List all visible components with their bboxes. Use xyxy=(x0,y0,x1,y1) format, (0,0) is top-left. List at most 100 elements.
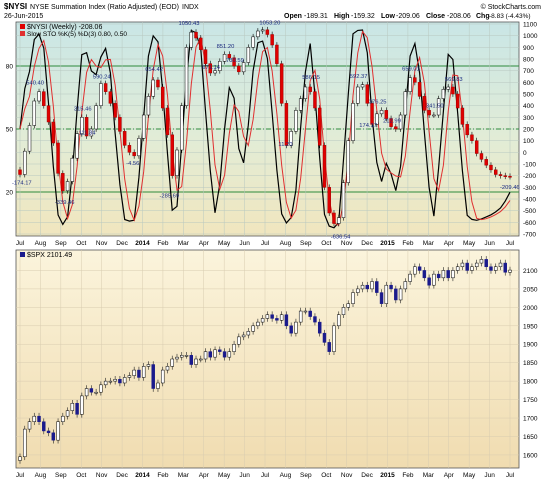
spx-candle-body xyxy=(370,281,374,290)
spx-candle-body xyxy=(132,369,136,376)
spx-candle-body xyxy=(184,355,189,357)
spx-candle-body xyxy=(460,262,465,268)
nysi-candle-body xyxy=(246,47,251,63)
top-right-tick-label: -200 xyxy=(523,173,536,180)
spx-candle-body xyxy=(465,262,469,271)
top-x-tick-label: Mar xyxy=(423,240,435,247)
close-value: -208.06 xyxy=(447,13,471,20)
nysi-candle-body xyxy=(337,217,341,224)
nysi-value-annotation: 341.50 xyxy=(426,103,444,109)
spx-candle-body xyxy=(84,388,89,397)
spx-candle-body xyxy=(327,342,331,352)
nysi-value-annotation: 11.20 xyxy=(278,142,292,148)
nysi-candle-body xyxy=(241,62,246,73)
bottom-legend-spx: $SPX 2101.49 xyxy=(27,252,72,259)
spx-candle-body xyxy=(260,318,265,323)
nysi-candle-body xyxy=(484,159,488,166)
spx-candle-body xyxy=(279,314,284,321)
top-x-tick-label: Oct xyxy=(76,240,86,247)
bottom-x-tick-label: Apr xyxy=(444,472,455,479)
nysi-candle-body xyxy=(256,30,260,38)
top-x-tick-label: Sep xyxy=(300,240,312,247)
top-x-tick-label: Nov xyxy=(341,240,353,247)
nysi-candle-body xyxy=(270,34,274,46)
bottom-x-tick-label: 2014 xyxy=(135,472,150,479)
spx-candle-body xyxy=(332,325,336,352)
nysi-value-annotation: -209.46 xyxy=(500,185,520,191)
nysi-candle-body xyxy=(408,77,412,92)
nysi-candle-body xyxy=(389,118,393,127)
nysi-candle-body xyxy=(313,91,317,109)
spx-candle-body xyxy=(484,259,488,268)
nysi-candle-body xyxy=(208,63,213,74)
nysi-candle-body xyxy=(99,83,103,106)
top-right-tick-label: -100 xyxy=(523,162,536,169)
spx-candle-body xyxy=(494,266,498,271)
nysi-value-annotation: 1050.43 xyxy=(179,21,200,27)
spx-candle-body xyxy=(356,288,360,293)
bottom-x-tick-label: 2015 xyxy=(380,472,395,479)
bottom-right-tick-label: 1650 xyxy=(523,434,538,441)
nysi-candle-body xyxy=(127,145,132,153)
nysi-candle-body xyxy=(489,164,493,171)
bottom-right-tick-label: 1750 xyxy=(523,397,538,404)
nysi-candle-body xyxy=(379,110,384,115)
spx-candle-body xyxy=(441,270,446,279)
nysi-value-annotation: 1053.20 xyxy=(259,20,280,26)
spx-candle-body xyxy=(51,432,56,441)
nysi-candle-body xyxy=(156,79,160,88)
bottom-right-tick-label: 1900 xyxy=(523,342,538,349)
bottom-panel-marks xyxy=(18,256,512,464)
top-x-tick-label: Jul xyxy=(261,240,270,247)
spx-candle-body xyxy=(341,307,346,315)
low-value: -209.06 xyxy=(396,13,420,20)
nysi-candle-body xyxy=(113,103,117,118)
spx-candle-body xyxy=(403,281,408,290)
nysi-candle-body xyxy=(279,63,284,104)
nysi-candle-body xyxy=(141,114,146,139)
nysi-candle-body xyxy=(189,31,193,48)
nysi-candle-body xyxy=(332,212,336,224)
top-x-tick-label: Jun xyxy=(484,240,495,247)
nysi-value-annotation: 174.17 xyxy=(359,123,377,129)
nysi-candle-body xyxy=(137,138,141,157)
spx-candle-body xyxy=(479,259,484,264)
nysi-candle-body xyxy=(289,131,293,146)
nysi-candle-body xyxy=(132,152,136,157)
nysi-value-annotation: 851.20 xyxy=(217,44,235,50)
nysi-candle-body xyxy=(118,117,122,132)
nysi-candle-body xyxy=(65,181,70,192)
nysi-candle-body xyxy=(436,98,441,116)
top-x-tick-label: Feb xyxy=(402,240,414,247)
bottom-right-tick-label: 2000 xyxy=(523,305,538,312)
bottom-x-tick-label: Oct xyxy=(321,472,331,479)
top-right-tick-label: 100 xyxy=(523,138,534,145)
nysi-candle-body xyxy=(70,157,75,182)
spx-candle-body xyxy=(289,325,293,334)
spx-candle-body xyxy=(122,377,127,384)
nysi-candle-body xyxy=(356,86,360,104)
nysi-value-annotation: -174.17 xyxy=(12,181,32,187)
top-left-tick-label: 50 xyxy=(6,127,14,134)
bottom-right-tick-label: 2050 xyxy=(523,286,538,293)
nysi-candle-body xyxy=(417,82,422,97)
top-x-tick-label: May xyxy=(218,240,231,247)
spx-candle-body xyxy=(103,380,108,386)
chg-label: Chg xyxy=(476,13,490,20)
nysi-value-annotation: 111.84 xyxy=(79,130,97,136)
top-right-tick-label: 600 xyxy=(523,80,534,87)
bottom-x-tick-label: Jul xyxy=(16,472,25,479)
nysi-candle-body xyxy=(384,110,389,119)
top-right-tick-label: 1000 xyxy=(523,33,538,40)
bottom-right-tick-label: 1600 xyxy=(523,452,538,459)
nysi-candle-body xyxy=(108,91,113,104)
bottom-x-tick-label: Oct xyxy=(76,472,86,479)
nysi-candle-body xyxy=(322,145,327,188)
spx-candle-body xyxy=(422,270,427,279)
bottom-right-tick-label: 1800 xyxy=(523,379,538,386)
nysi-candle-body xyxy=(222,54,227,62)
nysi-candle-body xyxy=(351,103,355,141)
nysi-candle-body xyxy=(365,84,370,104)
nysi-candle-body xyxy=(308,86,312,92)
